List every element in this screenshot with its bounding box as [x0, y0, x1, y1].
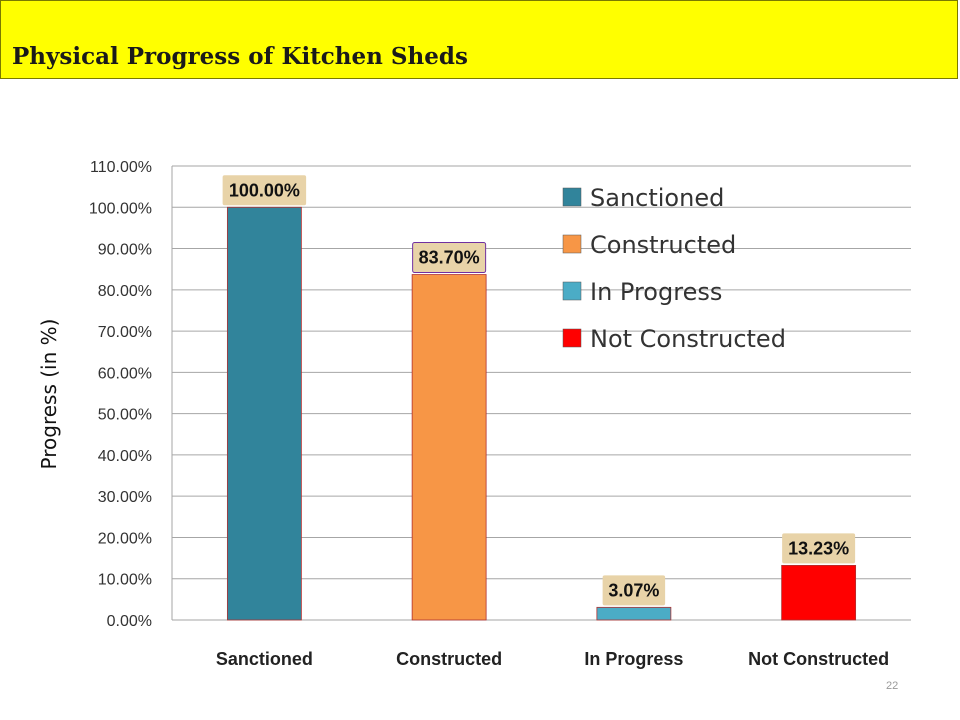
category-label: Sanctioned: [216, 649, 313, 669]
category-label: In Progress: [584, 649, 683, 669]
y-axis-ticks: 0.00% 10.00% 20.00% 30.00% 40.00% 50.00% 60.00…: [89, 159, 152, 630]
data-label: 83.70%: [419, 248, 480, 268]
data-label-background: [782, 533, 856, 564]
y-tick-label: 90.00%: [98, 242, 152, 259]
category-labels: Sanctioned Constructed In Progress Not Cons…: [216, 649, 889, 669]
y-tick-label: 0.00%: [107, 613, 152, 630]
y-tick-label: 80.00%: [98, 283, 152, 300]
legend-swatch: [562, 328, 582, 348]
page-number: 22: [886, 680, 899, 692]
y-tick-label: 70.00%: [98, 324, 152, 341]
legend-swatch: [562, 234, 582, 254]
data-label-background: [222, 175, 307, 206]
data-label: 13.23%: [788, 538, 849, 558]
data-label-background: [602, 575, 666, 606]
y-tick-label: 60.00%: [98, 365, 152, 382]
legend-label: Not Constructed: [590, 325, 786, 353]
legend-label: Constructed: [590, 231, 736, 259]
y-tick-label: 20.00%: [98, 530, 152, 547]
bars: [226, 206, 857, 621]
data-labels: 100.00% 83.70% 3.07% 13.23%: [222, 175, 856, 606]
data-label: 100.00%: [229, 180, 300, 200]
bar: [226, 206, 302, 621]
legend-swatch: [562, 281, 582, 301]
legend-label: Sanctioned: [590, 184, 724, 212]
y-tick-label: 30.00%: [98, 489, 152, 506]
y-axis-label: Progress (in %): [37, 319, 61, 470]
title-banner: Physical Progress of Kitchen Sheds: [0, 0, 958, 79]
bar: [411, 274, 487, 621]
y-tick-label: 40.00%: [98, 448, 152, 465]
data-label-background: [412, 242, 487, 274]
category-label: Constructed: [396, 649, 502, 669]
legend: Sanctioned Constructed In Progress Not Cons…: [562, 184, 786, 353]
legend-swatch: [562, 187, 582, 207]
y-tick-label: 10.00%: [98, 572, 152, 589]
category-label: Not Constructed: [748, 649, 889, 669]
slide-title: Physical Progress of Kitchen Sheds: [12, 43, 468, 70]
legend-label: In Progress: [590, 278, 722, 306]
bar: [781, 564, 857, 621]
y-tick-label: 110.00%: [90, 159, 152, 176]
data-label: 3.07%: [608, 580, 659, 600]
y-tick-label: 100.00%: [89, 200, 152, 217]
y-tick-label: 50.00%: [98, 407, 152, 424]
bar: [596, 606, 672, 621]
